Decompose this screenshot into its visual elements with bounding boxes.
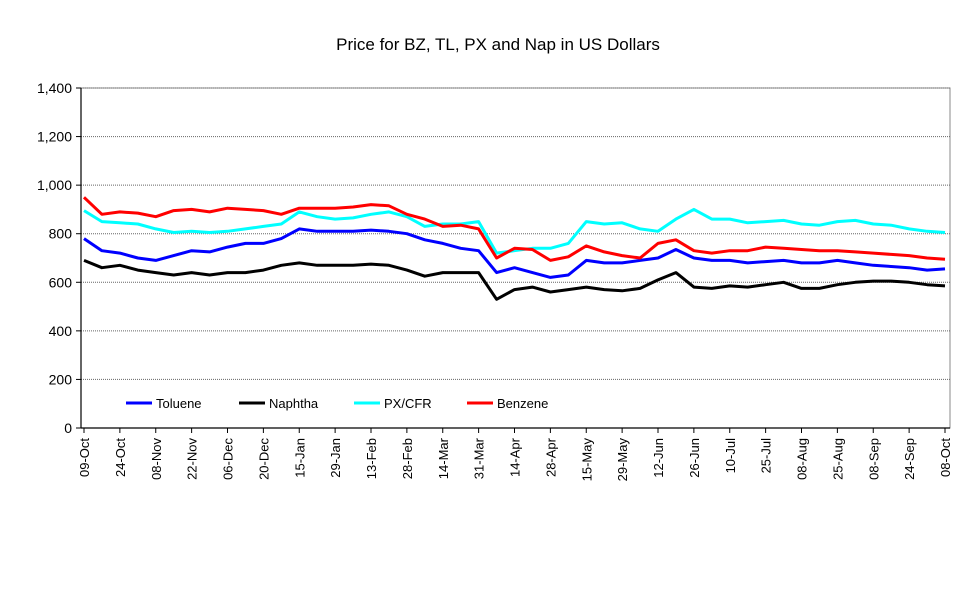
x-tick-label: 28-Apr	[543, 437, 558, 477]
x-tick-label: 08-Sep	[866, 438, 881, 480]
x-tick-label: 08-Nov	[149, 438, 164, 480]
legend-label: Benzene	[497, 396, 548, 411]
y-tick-label: 0	[64, 420, 72, 436]
chart-title: Price for BZ, TL, PX and Nap in US Dolla…	[336, 35, 660, 54]
x-tick-label: 20-Dec	[256, 438, 271, 480]
x-tick-label: 14-Apr	[508, 437, 523, 477]
x-tick-label: 08-Aug	[795, 438, 810, 480]
x-tick-label: 08-Oct	[938, 438, 953, 477]
series-line-pxcfr	[83, 207, 946, 255]
x-tick-label: 29-Jan	[328, 438, 343, 478]
legend-label: Toluene	[156, 396, 202, 411]
legend-item: PX/CFR	[354, 396, 432, 411]
y-tick-label: 1,400	[37, 80, 72, 96]
x-tick-label: 26-Jun	[687, 438, 702, 478]
series-line-naphtha	[83, 259, 946, 301]
y-tick-label: 1,200	[37, 129, 72, 145]
x-tick-label: 13-Feb	[364, 438, 379, 479]
plot-area	[80, 87, 951, 429]
x-tick-label: 25-Aug	[830, 438, 845, 480]
legend-label: PX/CFR	[384, 396, 432, 411]
y-tick-label: 400	[49, 323, 73, 339]
y-tick-label: 800	[49, 226, 73, 242]
x-tick-label: 28-Feb	[400, 438, 415, 479]
legend-item: Benzene	[467, 396, 548, 411]
x-tick-label: 06-Dec	[221, 438, 236, 480]
series-line-benzene	[82, 196, 946, 262]
series-line-toluene	[83, 227, 946, 279]
x-tick-label: 15-May	[579, 438, 594, 482]
x-tick-label: 24-Oct	[113, 438, 128, 477]
x-tick-label: 25-Jul	[759, 438, 774, 474]
x-tick-label: 10-Jul	[723, 438, 738, 474]
x-tick-label: 15-Jan	[292, 438, 307, 478]
y-tick-label: 200	[49, 371, 73, 387]
x-tick-label: 31-Mar	[472, 437, 487, 479]
x-tick-label: 14-Mar	[436, 437, 451, 479]
y-tick-label: 1,000	[37, 177, 72, 193]
legend-item: Naphtha	[239, 396, 319, 411]
legend-label: Naphtha	[269, 396, 319, 411]
x-tick-label: 12-Jun	[651, 438, 666, 478]
x-tick-label: 22-Nov	[185, 438, 200, 480]
y-tick-label: 600	[49, 274, 73, 290]
x-tick-label: 09-Oct	[77, 438, 92, 477]
x-tick-label: 29-May	[615, 438, 630, 482]
x-tick-label: 24-Sep	[902, 438, 917, 480]
legend-item: Toluene	[126, 396, 202, 411]
